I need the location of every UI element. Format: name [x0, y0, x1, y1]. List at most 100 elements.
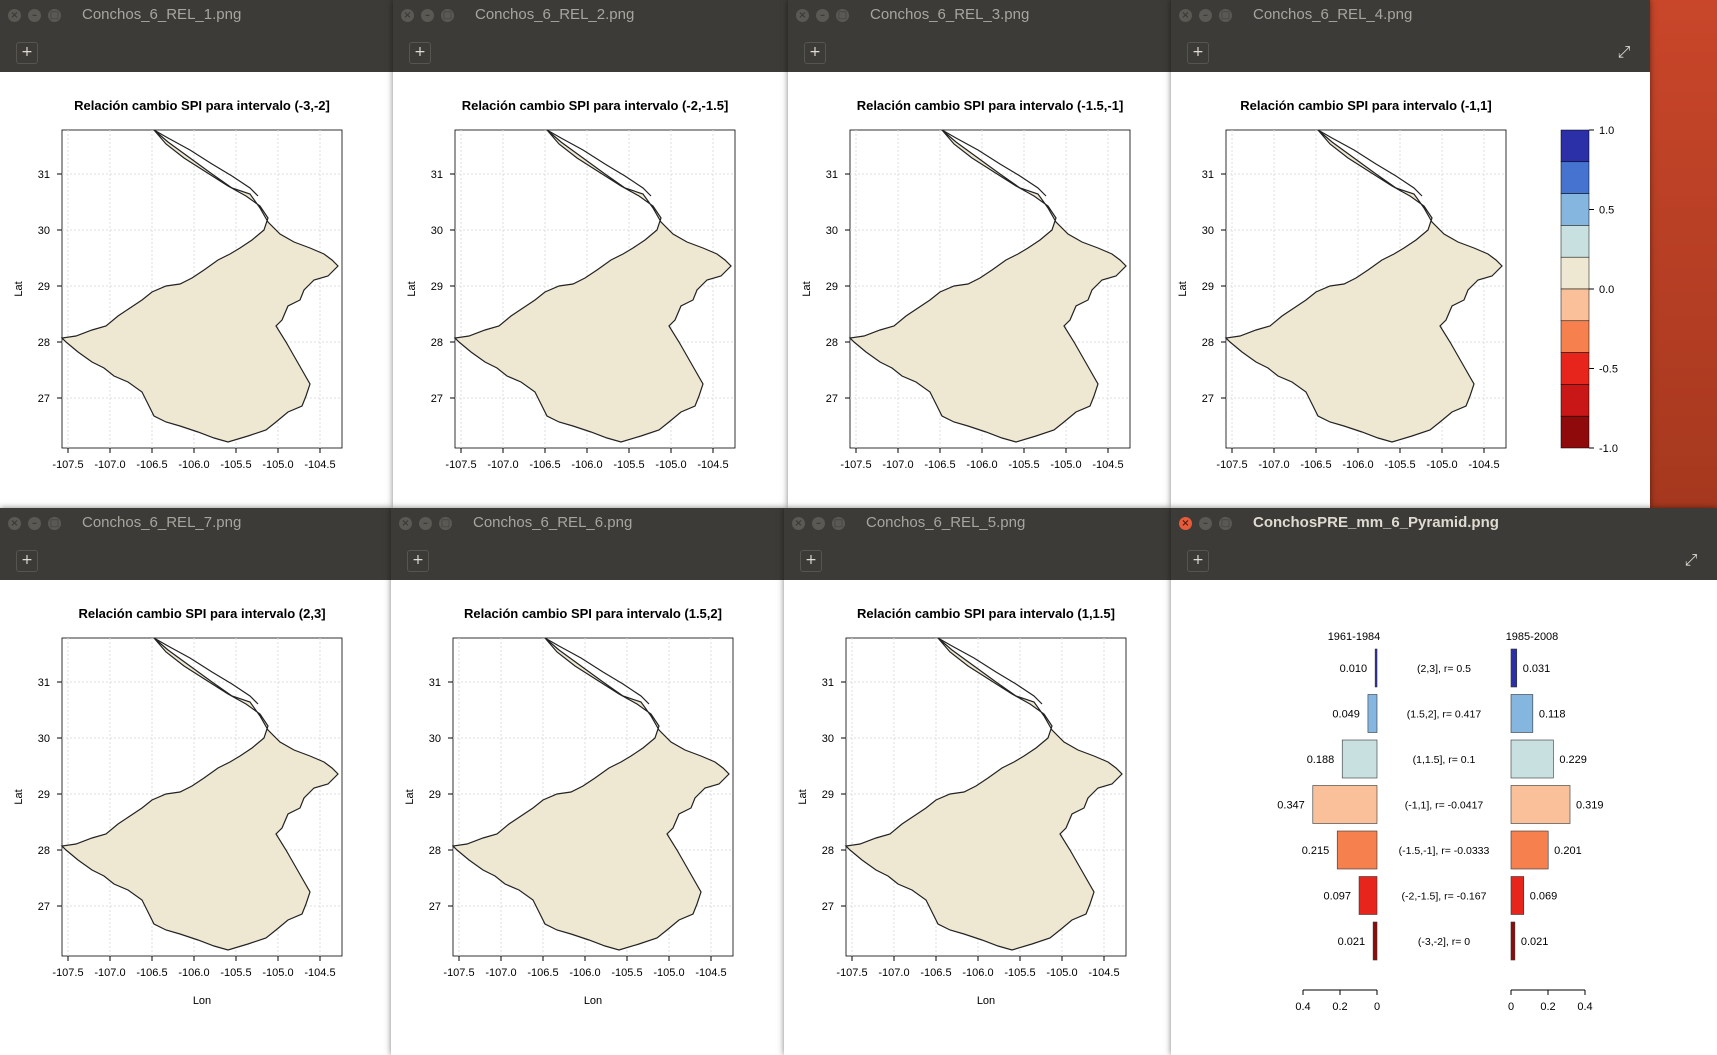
- y-axis-label: Lat: [406, 281, 418, 296]
- bar-left-label: 0.010: [1340, 663, 1368, 675]
- x-tick-label: -105.0: [262, 459, 293, 471]
- legend-swatch: [1560, 256, 1590, 290]
- window-rel7-minimize-icon[interactable]: –: [28, 517, 41, 530]
- window-rel5-close-icon[interactable]: ×: [792, 517, 805, 530]
- bar-left-label: 0.049: [1332, 709, 1360, 721]
- window-rel7-new-tab-button[interactable]: +: [16, 550, 38, 572]
- window-rel6-minimize-icon[interactable]: –: [419, 517, 432, 530]
- window-pyramid-titlebar[interactable]: × – □ ConchosPRE_mm_6_Pyramid.png: [1171, 508, 1717, 540]
- window-rel2-maximize-icon[interactable]: □: [441, 9, 454, 22]
- map-plot-rel6: Relación cambio SPI para intervalo (1.5,…: [404, 606, 734, 1007]
- map-plot-rel2: Relación cambio SPI para intervalo (-2,-…: [406, 98, 736, 471]
- window-rel2-minimize-icon[interactable]: –: [421, 9, 434, 22]
- window-pyramid-minimize-icon[interactable]: –: [1199, 517, 1212, 530]
- image-window-rel2[interactable]: × – □ Conchos_6_REL_2.png + Relación cambio S…: [393, 0, 788, 508]
- window-rel5-new-tab-button[interactable]: +: [800, 550, 822, 572]
- legend-swatch: [1560, 161, 1590, 194]
- x-tick-label: -105.5: [1004, 967, 1035, 979]
- window-rel3-close-icon[interactable]: ×: [796, 9, 809, 22]
- basin-outline: [1224, 129, 1503, 443]
- window-rel3-minimize-icon[interactable]: –: [816, 9, 829, 22]
- window-rel6-title: Conchos_6_REL_6.png: [473, 514, 633, 531]
- window-pyramid-maximize-icon[interactable]: □: [1219, 517, 1232, 530]
- window-rel4-new-tab-button[interactable]: +: [1187, 42, 1209, 64]
- image-window-rel7[interactable]: × – □ Conchos_6_REL_7.png + Relación cambio S…: [0, 508, 391, 1055]
- window-rel7-close-icon[interactable]: ×: [8, 517, 21, 530]
- x-tick-label: -107.5: [443, 967, 474, 979]
- x-tick-label: -104.5: [1092, 459, 1123, 471]
- legend-tick-label: 0.0: [1599, 284, 1614, 296]
- window-rel3-titlebar[interactable]: × – □ Conchos_6_REL_3.png: [788, 0, 1171, 32]
- window-rel1-toolbar: +: [0, 32, 393, 72]
- window-rel4-titlebar[interactable]: × – □ Conchos_6_REL_4.png: [1171, 0, 1650, 32]
- x-axis-label: Lon: [977, 995, 995, 1007]
- window-rel2-titlebar[interactable]: × – □ Conchos_6_REL_2.png: [393, 0, 788, 32]
- image-window-rel4[interactable]: × – □ Conchos_6_REL_4.png + ⤢ Relación cambio …: [1171, 0, 1650, 508]
- window-rel2-close-icon[interactable]: ×: [401, 9, 414, 22]
- window-rel4-fullscreen-icon[interactable]: ⤢: [1617, 42, 1631, 61]
- image-window-rel3[interactable]: × – □ Conchos_6_REL_3.png + Relación cambio S…: [788, 0, 1171, 508]
- x-tick-label: -107.0: [487, 459, 518, 471]
- window-rel2-title: Conchos_6_REL_2.png: [475, 6, 635, 23]
- legend-swatch: [1560, 129, 1590, 163]
- legend-tick-label: -0.5: [1599, 364, 1618, 376]
- bar-left: [1341, 739, 1378, 779]
- window-rel6-close-icon[interactable]: ×: [399, 517, 412, 530]
- plot-title: Relación cambio SPI para intervalo (1,1.…: [857, 606, 1115, 621]
- image-window-rel1[interactable]: × – □ Conchos_6_REL_1.png + Relación cambio S…: [0, 0, 393, 508]
- x-tick-label: -106.0: [178, 459, 209, 471]
- window-rel1-titlebar[interactable]: × – □ Conchos_6_REL_1.png: [0, 0, 393, 32]
- x-tick-label: -107.0: [485, 967, 516, 979]
- window-pyramid-fullscreen-icon[interactable]: ⤢: [1684, 550, 1698, 569]
- window-rel1-minimize-icon[interactable]: –: [28, 9, 41, 22]
- window-rel3-maximize-icon[interactable]: □: [836, 9, 849, 22]
- window-pyramid-title: ConchosPRE_mm_6_Pyramid.png: [1253, 514, 1499, 531]
- image-window-pyramid[interactable]: × – □ ConchosPRE_mm_6_Pyramid.png + ⤢ 1961-198…: [1171, 508, 1717, 1055]
- left-axis-tick: 0: [1374, 1001, 1380, 1013]
- y-tick-label: 29: [822, 789, 834, 801]
- category-label: (-3,-2], r= 0: [1418, 936, 1470, 948]
- left-axis-tick: 0.2: [1332, 1001, 1347, 1013]
- x-tick-label: -107.5: [52, 459, 83, 471]
- y-tick-label: 27: [826, 393, 838, 405]
- y-tick-label: 27: [38, 393, 50, 405]
- image-window-rel6[interactable]: × – □ Conchos_6_REL_6.png + Relación cambio S…: [391, 508, 784, 1055]
- x-tick-label: -104.5: [304, 967, 335, 979]
- x-tick-label: -106.5: [527, 967, 558, 979]
- window-rel3-title: Conchos_6_REL_3.png: [870, 6, 1030, 23]
- x-tick-label: -105.5: [220, 459, 251, 471]
- window-rel6-titlebar[interactable]: × – □ Conchos_6_REL_6.png: [391, 508, 784, 540]
- x-tick-label: -107.0: [882, 459, 913, 471]
- window-rel7-titlebar[interactable]: × – □ Conchos_6_REL_7.png: [0, 508, 391, 540]
- bar-left: [1312, 785, 1378, 824]
- x-tick-label: -104.5: [1468, 459, 1499, 471]
- window-rel1-close-icon[interactable]: ×: [8, 9, 21, 22]
- window-rel1-new-tab-button[interactable]: +: [16, 42, 38, 64]
- window-rel5-minimize-icon[interactable]: –: [812, 517, 825, 530]
- legend-swatch: [1560, 352, 1590, 385]
- window-rel5-maximize-icon[interactable]: □: [832, 517, 845, 530]
- window-rel5-titlebar[interactable]: × – □ Conchos_6_REL_5.png: [784, 508, 1171, 540]
- plot-title: Relación cambio SPI para intervalo (-1,1…: [1240, 98, 1491, 113]
- bar-right-label: 0.021: [1521, 936, 1549, 948]
- window-rel4-minimize-icon[interactable]: –: [1199, 9, 1212, 22]
- y-tick-label: 31: [431, 169, 443, 181]
- window-pyramid-close-icon[interactable]: ×: [1179, 517, 1192, 530]
- map-plot-rel1: Relación cambio SPI para intervalo (-3,-…: [13, 98, 343, 471]
- x-tick-label: -104.5: [304, 459, 335, 471]
- x-tick-label: -105.5: [1008, 459, 1039, 471]
- window-rel6-new-tab-button[interactable]: +: [407, 550, 429, 572]
- category-label: (2,3], r= 0.5: [1417, 663, 1471, 675]
- window-rel2-new-tab-button[interactable]: +: [409, 42, 431, 64]
- window-rel4-maximize-icon[interactable]: □: [1219, 9, 1232, 22]
- image-window-rel5[interactable]: × – □ Conchos_6_REL_5.png + Relación cambio S…: [784, 508, 1171, 1055]
- y-axis-label: Lat: [1177, 281, 1189, 296]
- window-rel1-maximize-icon[interactable]: □: [48, 9, 61, 22]
- window-pyramid-new-tab-button[interactable]: +: [1187, 550, 1209, 572]
- window-rel3-new-tab-button[interactable]: +: [804, 42, 826, 64]
- bar-right: [1510, 785, 1571, 824]
- window-rel6-maximize-icon[interactable]: □: [439, 517, 452, 530]
- window-rel4-close-icon[interactable]: ×: [1179, 9, 1192, 22]
- x-tick-label: -107.5: [445, 459, 476, 471]
- window-rel7-maximize-icon[interactable]: □: [48, 517, 61, 530]
